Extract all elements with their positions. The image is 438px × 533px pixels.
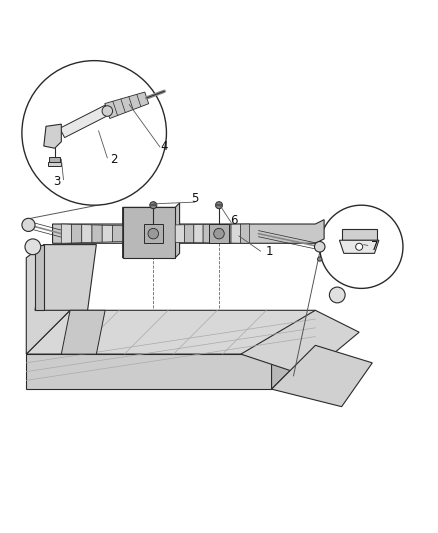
Polygon shape <box>53 220 324 243</box>
Polygon shape <box>60 104 112 138</box>
Polygon shape <box>203 224 212 243</box>
Polygon shape <box>82 224 92 243</box>
Polygon shape <box>44 124 61 148</box>
Polygon shape <box>175 225 184 243</box>
Circle shape <box>150 201 157 209</box>
Text: 4: 4 <box>160 140 168 152</box>
Circle shape <box>102 106 113 116</box>
Polygon shape <box>209 224 229 243</box>
Polygon shape <box>26 245 70 354</box>
Polygon shape <box>61 310 105 354</box>
Polygon shape <box>240 224 250 243</box>
Text: 2: 2 <box>110 152 118 166</box>
Polygon shape <box>231 224 240 243</box>
Polygon shape <box>184 225 194 243</box>
Polygon shape <box>272 345 372 407</box>
Polygon shape <box>241 310 359 376</box>
Polygon shape <box>102 225 113 242</box>
Circle shape <box>215 201 223 209</box>
Polygon shape <box>26 354 272 389</box>
Polygon shape <box>212 224 222 243</box>
Circle shape <box>320 205 403 288</box>
Polygon shape <box>49 157 60 162</box>
Circle shape <box>318 257 322 261</box>
Polygon shape <box>71 224 82 243</box>
Polygon shape <box>48 162 61 166</box>
Polygon shape <box>272 310 315 389</box>
Polygon shape <box>342 229 377 240</box>
Text: 7: 7 <box>371 240 378 253</box>
Polygon shape <box>222 224 231 243</box>
Polygon shape <box>35 245 44 310</box>
Text: 1: 1 <box>265 245 273 257</box>
Circle shape <box>22 219 35 231</box>
Polygon shape <box>26 310 315 354</box>
Circle shape <box>329 287 345 303</box>
Polygon shape <box>61 224 71 243</box>
Circle shape <box>314 241 325 252</box>
Polygon shape <box>194 224 203 243</box>
Text: 5: 5 <box>191 192 198 205</box>
Circle shape <box>356 243 363 251</box>
Circle shape <box>25 239 41 255</box>
Polygon shape <box>144 224 163 243</box>
Polygon shape <box>123 203 180 258</box>
Polygon shape <box>92 225 102 243</box>
Polygon shape <box>105 92 148 118</box>
Polygon shape <box>339 240 379 253</box>
Text: 6: 6 <box>230 214 238 227</box>
Polygon shape <box>123 207 175 258</box>
Circle shape <box>214 229 224 239</box>
Polygon shape <box>35 245 96 310</box>
Text: 3: 3 <box>53 175 60 188</box>
Circle shape <box>22 61 166 205</box>
Polygon shape <box>113 225 123 242</box>
Circle shape <box>148 229 159 239</box>
